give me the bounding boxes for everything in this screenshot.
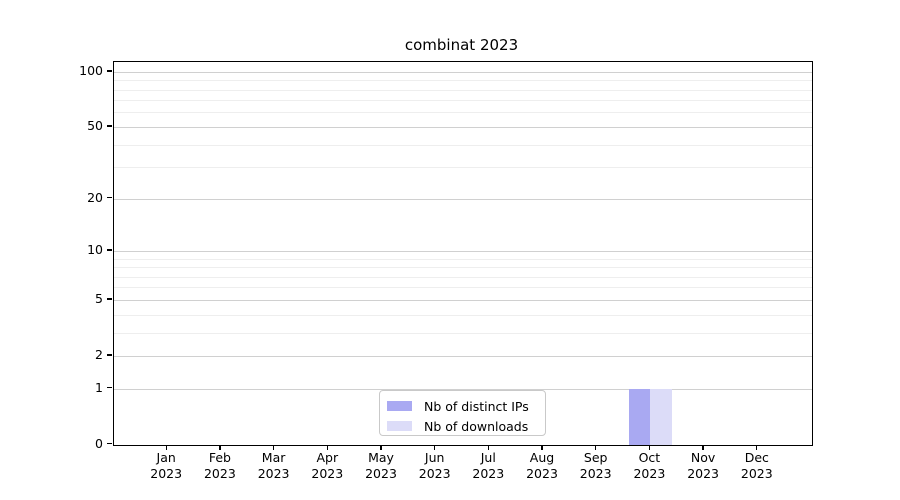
x-tick-mar: [272, 445, 275, 450]
x-tick-label-nov: Nov 2023: [661, 450, 745, 483]
gridline-30: [113, 167, 812, 169]
legend-item-distinct-ips: Nb of distinct IPs: [387, 396, 539, 416]
y-tick-2: [107, 354, 112, 356]
x-tick-label-feb: Feb 2023: [178, 450, 262, 483]
legend-label-downloads: Nb of downloads: [424, 418, 529, 434]
x-tick-month: May: [368, 449, 394, 465]
bar-nb-of-downloads-oct: [650, 388, 672, 445]
x-tick-label-jul: Jul 2023: [446, 450, 530, 483]
x-tick-jul: [487, 445, 489, 450]
y-tick-label-5: 5: [95, 291, 103, 307]
legend: Nb of distinct IPs Nb of downloads: [379, 390, 546, 436]
x-tick-label-apr: Apr 2023: [285, 450, 369, 483]
x-tick-label-may: May 2023: [339, 450, 423, 483]
gridline-10: [113, 250, 812, 252]
x-tick-label-mar: Mar 2023: [232, 450, 316, 483]
x-tick-oct: [648, 445, 651, 450]
gridline-3: [113, 332, 812, 334]
y-tick-5: [107, 298, 112, 300]
x-tick-year: 2023: [418, 466, 451, 481]
bar-nb-of-distinct-ips-oct: [628, 388, 651, 445]
x-tick-year: 2023: [687, 466, 719, 481]
x-tick-jun: [434, 445, 436, 450]
gridline-1: [113, 388, 812, 390]
x-tick-year: 2023: [472, 466, 505, 481]
x-tick-year: 2023: [740, 466, 773, 481]
gridline-5: [113, 299, 812, 301]
y-tick-label-20: 20: [87, 190, 103, 206]
x-tick-label-jun: Jun 2023: [393, 450, 477, 483]
x-tick-year: 2023: [526, 466, 558, 481]
gridline-100: [113, 71, 812, 73]
x-tick-month: Jul: [480, 449, 496, 465]
legend-item-downloads: Nb of downloads: [387, 416, 539, 436]
y-tick-20: [107, 197, 112, 199]
y-tick-label-100: 100: [79, 63, 103, 79]
x-tick-label-oct: Oct 2023: [607, 450, 691, 483]
x-tick-aug: [541, 445, 543, 450]
gridline-6: [113, 287, 812, 289]
x-tick-label-dec: Dec 2023: [715, 450, 799, 483]
y-tick-100: [107, 70, 112, 72]
x-tick-label-aug: Aug 2023: [500, 450, 584, 483]
x-tick-may: [380, 445, 382, 450]
gridline-80: [113, 89, 812, 91]
y-tick-1: [107, 387, 112, 389]
x-tick-feb: [219, 445, 221, 450]
chart-title: combinat 2023: [404, 36, 519, 54]
x-tick-month: Dec: [744, 449, 769, 465]
x-tick-month: Aug: [529, 449, 555, 465]
x-tick-year: 2023: [579, 466, 612, 481]
gridline-8: [113, 267, 812, 268]
x-tick-month: Nov: [690, 449, 716, 465]
x-tick-sep: [595, 445, 597, 450]
x-tick-year: 2023: [150, 466, 183, 481]
x-tick-label-sep: Sep 2023: [554, 450, 638, 483]
x-tick-month: Jun: [424, 449, 445, 465]
x-tick-year: 2023: [365, 466, 397, 481]
x-tick-apr: [326, 445, 328, 450]
legend-label-distinct-ips: Nb of distinct IPs: [424, 398, 529, 414]
x-tick-month: Sep: [583, 449, 608, 465]
gridline-70: [113, 100, 812, 102]
x-tick-month: Feb: [208, 449, 231, 465]
x-tick-nov: [702, 445, 704, 450]
x-tick-month: Oct: [638, 449, 661, 465]
y-tick-label-50: 50: [87, 118, 103, 134]
y-tick-label-10: 10: [87, 242, 103, 258]
x-tick-label-jan: Jan 2023: [124, 450, 208, 483]
gridline-90: [113, 80, 812, 82]
gridline-40: [113, 144, 812, 146]
y-tick-10: [107, 249, 112, 251]
x-tick-month: Mar: [261, 449, 286, 465]
x-tick-month: Jan: [156, 449, 176, 465]
x-tick-month: Apr: [316, 449, 339, 465]
x-tick-dec: [756, 445, 758, 450]
x-tick-jan: [165, 445, 167, 450]
gridline-7: [113, 276, 812, 278]
gridline-4: [113, 314, 812, 316]
y-tick-label-2: 2: [95, 347, 103, 363]
gridline-50: [113, 126, 812, 128]
gridline-2: [113, 355, 812, 357]
x-tick-year: 2023: [257, 466, 290, 481]
legend-swatch-downloads-icon: [387, 421, 412, 431]
gridline-20: [113, 198, 812, 200]
plot-area: Nb of distinct IPs Nb of downloads: [112, 60, 813, 446]
y-tick-0: [107, 443, 112, 445]
y-tick-50: [107, 125, 112, 127]
gridline-60: [113, 112, 812, 114]
y-tick-label-0: 0: [95, 436, 103, 451]
x-tick-year: 2023: [633, 466, 666, 481]
gridline-9: [113, 258, 812, 260]
x-tick-year: 2023: [311, 466, 344, 481]
legend-swatch-distinct-ips-icon: [387, 401, 412, 411]
y-tick-label-1: 1: [95, 380, 103, 395]
x-tick-year: 2023: [203, 466, 236, 481]
